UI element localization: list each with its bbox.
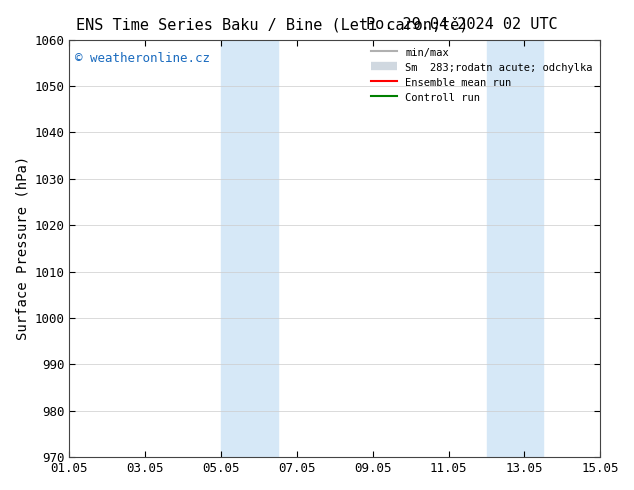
Bar bbox=[221, 40, 278, 457]
Text: ENS Time Series Baku / Bine (Leti caron;tě): ENS Time Series Baku / Bine (Leti caron;… bbox=[76, 17, 469, 33]
Text: Po. 29.04.2024 02 UTC: Po. 29.04.2024 02 UTC bbox=[366, 17, 558, 32]
Y-axis label: Surface Pressure (hPa): Surface Pressure (hPa) bbox=[15, 156, 29, 341]
Legend: min/max, Sm  283;rodatn acute; odchylka, Ensemble mean run, Controll run: min/max, Sm 283;rodatn acute; odchylka, … bbox=[367, 43, 597, 107]
Bar bbox=[486, 40, 543, 457]
Text: © weatheronline.cz: © weatheronline.cz bbox=[75, 52, 210, 65]
